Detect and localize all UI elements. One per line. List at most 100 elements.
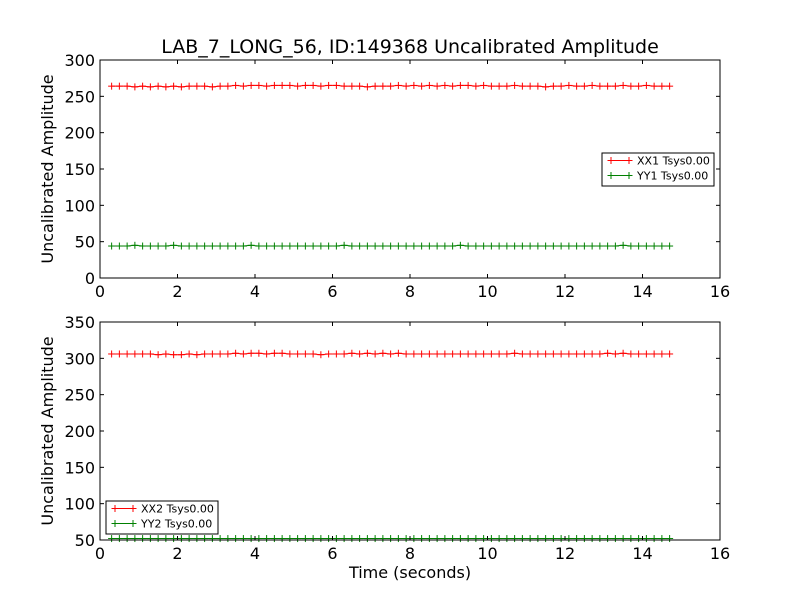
y-tick-label: 150 [64,458,95,477]
data-point-yy1 [495,242,503,250]
data-point-xx1 [317,82,325,90]
data-point-xx2 [340,350,348,358]
data-point-yy2 [604,535,612,543]
data-point-xx1 [449,82,457,90]
y-tick-label: 300 [64,349,95,368]
data-point-yy2 [635,535,643,543]
data-point-xx1 [557,82,565,90]
data-point-yy1 [108,242,116,250]
data-point-xx1 [270,81,278,89]
data-point-xx2 [379,349,387,357]
data-point-yy2 [286,535,294,543]
data-point-yy2 [325,535,333,543]
data-point-yy1 [224,242,232,250]
data-point-xx2 [394,349,402,357]
data-point-xx1 [542,83,550,91]
data-point-yy1 [565,242,573,250]
data-point-yy2 [379,535,387,543]
data-point-yy1 [131,241,139,249]
data-point-yy1 [177,242,185,250]
data-point-yy1 [433,242,441,250]
bottom-axes-frame [99,321,721,541]
data-point-xx1 [224,82,232,90]
data-point-yy2 [418,535,426,543]
data-point-xx2 [588,350,596,358]
data-point-yy1 [294,242,302,250]
legend-label-xx2: XX2 Tsys0.00 [141,503,214,516]
data-point-xx2 [332,350,340,358]
data-point-yy2 [294,535,302,543]
data-point-xx2 [565,350,573,358]
data-point-xx2 [549,350,557,358]
data-point-yy2 [402,535,410,543]
data-point-yy1 [348,242,356,250]
data-point-xx1 [425,81,433,89]
data-point-yy2 [232,535,240,543]
data-point-yy2 [146,535,154,543]
data-point-xx2 [557,350,565,358]
data-point-yy1 [619,241,627,249]
data-point-xx2 [425,350,433,358]
y-tick-label: 350 [64,313,95,332]
data-point-yy1 [232,242,240,250]
data-point-yy2 [332,535,340,543]
data-point-yy1 [472,242,480,250]
data-point-yy1 [379,242,387,250]
data-point-xx1 [518,82,526,90]
data-point-yy1 [464,242,472,250]
data-point-yy1 [441,242,449,250]
data-point-yy2 [549,535,557,543]
data-point-xx2 [247,349,255,357]
data-point-xx2 [146,350,154,358]
x-tick-label: 6 [327,282,337,301]
y-tick-label: 0 [85,269,95,288]
data-point-xx1 [580,82,588,90]
data-point-yy2 [449,535,457,543]
data-point-xx2 [650,350,658,358]
data-point-xx1 [394,81,402,89]
y-tick-label: 100 [64,196,95,215]
x-tick-label: 2 [172,544,182,563]
data-point-xx1 [410,81,418,89]
data-point-xx1 [573,82,581,90]
data-point-xx2 [286,350,294,358]
data-point-xx1 [472,82,480,90]
data-point-xx2 [526,350,534,358]
data-point-yy2 [666,535,674,543]
data-point-yy2 [263,535,271,543]
data-point-xx2 [642,350,650,358]
x-tick-label: 14 [632,544,652,563]
data-point-xx2 [503,350,511,358]
data-point-yy2 [511,535,519,543]
data-point-yy1 [573,242,581,250]
data-point-xx1 [340,82,348,90]
data-point-xx1 [278,81,286,89]
x-tick-label: 6 [327,544,337,563]
x-tick-label: 12 [555,282,575,301]
data-point-xx1 [549,82,557,90]
data-point-yy1 [193,242,201,250]
data-point-yy1 [201,242,209,250]
x-tick-label: 4 [250,544,260,563]
data-point-yy2 [658,535,666,543]
data-point-yy1 [139,242,147,250]
x-tick-label: 0 [95,282,105,301]
data-point-yy1 [278,242,286,250]
data-point-xx2 [224,350,232,358]
data-point-xx1 [441,81,449,89]
data-point-xx1 [503,82,511,90]
data-point-xx1 [480,81,488,89]
data-point-xx2 [348,349,356,357]
data-point-yy1 [534,242,542,250]
data-point-xx1 [596,82,604,90]
data-point-yy2 [185,535,193,543]
data-point-yy1 [449,242,457,250]
data-point-yy1 [650,242,658,250]
data-point-yy1 [557,242,565,250]
bottom-legend: XX2 Tsys0.00 YY2 Tsys0.00 [105,500,219,535]
data-point-yy1 [239,242,247,250]
data-point-yy1 [658,242,666,250]
data-point-xx2 [518,350,526,358]
